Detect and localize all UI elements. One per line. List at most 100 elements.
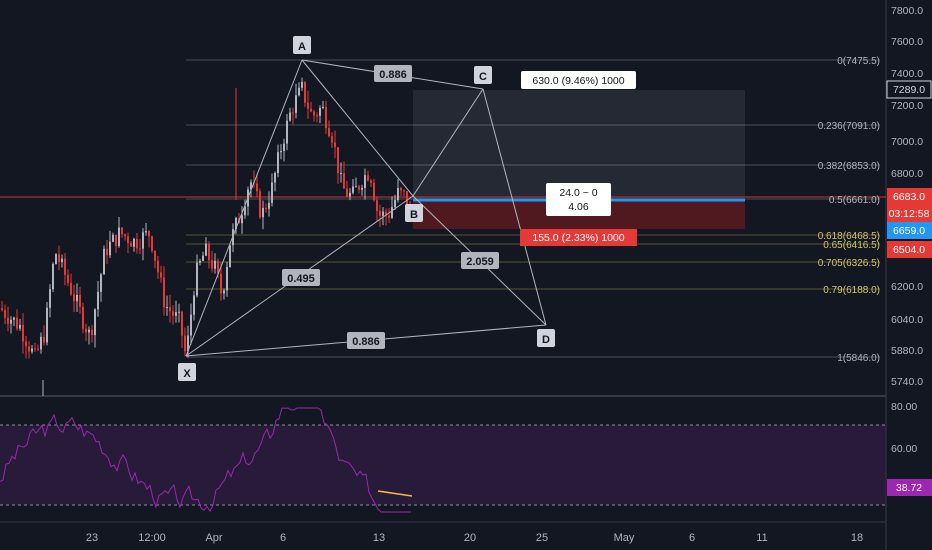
candle-body	[157, 260, 159, 273]
time-tick-label: 18	[851, 532, 863, 544]
price-tick-label: 7600.0	[891, 36, 923, 48]
candle-body	[133, 238, 135, 247]
time-tick-label: Apr	[205, 532, 222, 544]
candle-body	[265, 207, 267, 209]
fib-level-label: 0.5(6661.0)	[829, 195, 880, 206]
candle-body	[397, 187, 399, 201]
candle-body	[226, 266, 228, 291]
rsi-band	[0, 425, 886, 505]
candle-body	[58, 254, 60, 263]
svg-text:0.886: 0.886	[352, 336, 380, 348]
candle-body	[103, 248, 105, 275]
candle-body	[304, 81, 306, 103]
rsi-axis[interactable]: 80.00 60.00	[891, 401, 917, 455]
point-label-x[interactable]: X	[178, 363, 196, 381]
candle-body	[28, 346, 30, 352]
candle-body	[235, 217, 237, 230]
leg-ab	[301, 59, 414, 197]
badge-countdown: 03:12:58	[887, 205, 932, 222]
candle-body	[118, 227, 120, 246]
candle-body	[73, 294, 75, 302]
candle-body	[355, 186, 357, 188]
candle-body	[100, 274, 102, 292]
svg-text:X: X	[183, 368, 191, 380]
rsi-tick-label: 60.00	[891, 443, 917, 455]
time-tick-label: 12:00	[138, 532, 166, 544]
candle-body	[331, 136, 333, 143]
point-label-c[interactable]: C	[474, 66, 492, 84]
candle-body	[34, 348, 36, 350]
ratio-label-ac: 0.886	[374, 65, 412, 82]
point-label-a[interactable]: A	[293, 36, 311, 54]
candle-body	[394, 200, 396, 208]
fib-level-label: 0.79(6188.0)	[823, 285, 880, 296]
candle-body	[385, 211, 387, 216]
candle-body	[349, 192, 351, 197]
candle-body	[97, 291, 99, 310]
candle-body	[286, 120, 288, 144]
candle-body	[145, 231, 147, 233]
candle-body	[49, 289, 51, 308]
time-tick-label: 6	[280, 532, 286, 544]
candle-body	[250, 182, 252, 190]
candle-body	[169, 307, 171, 312]
candle-body	[208, 243, 210, 261]
candle-body	[403, 190, 405, 192]
point-label-b[interactable]: B	[405, 204, 423, 222]
candle-body	[43, 336, 45, 343]
candle-body	[193, 295, 195, 315]
svg-text:C: C	[479, 71, 487, 83]
position-target-zone[interactable]	[413, 90, 745, 200]
candle-body	[211, 260, 213, 269]
svg-text:D: D	[542, 334, 550, 346]
time-axis[interactable]: 23 12:00 Apr 6 13 20 25 May 6 11 18	[86, 532, 863, 544]
candle-body	[52, 263, 54, 290]
candle-body	[214, 260, 216, 269]
candle-body	[292, 112, 294, 114]
badge-rsi-value: 38.72	[887, 479, 932, 496]
candle-body	[7, 317, 9, 324]
candle-body	[241, 215, 243, 224]
candle-body	[376, 200, 378, 212]
candle-body	[406, 191, 408, 205]
candle-body	[361, 187, 363, 190]
svg-text:A: A	[298, 41, 306, 53]
time-tick-label: 13	[373, 532, 385, 544]
candle-body	[10, 319, 12, 324]
time-tick-label: 6	[689, 532, 695, 544]
candle-body	[106, 248, 108, 256]
ratio-label-xb: 0.495	[282, 269, 320, 286]
candle-body	[88, 329, 90, 333]
candle-body	[388, 215, 390, 218]
price-tick-label: 7200.0	[891, 100, 923, 112]
candle-body	[337, 147, 339, 174]
candle-body	[259, 191, 261, 218]
svg-text:0.886: 0.886	[379, 69, 407, 81]
rsi-divergence-line[interactable]	[377, 490, 413, 497]
candle-body	[85, 328, 87, 333]
candle-body	[301, 81, 303, 88]
candle-body	[370, 180, 372, 183]
candle-body	[274, 173, 276, 183]
candle-body	[382, 211, 384, 216]
candle-body	[400, 187, 402, 191]
point-label-d[interactable]: D	[537, 329, 555, 347]
candle-body	[151, 236, 153, 251]
candle-body	[127, 236, 129, 244]
time-tick-label: 23	[86, 532, 98, 544]
fib-level-label: 0.65(6416.5)	[823, 240, 880, 251]
candle-body	[121, 227, 123, 235]
leg-bc	[412, 88, 484, 197]
price-tick-label: 6040.0	[891, 314, 923, 326]
position-stop-text: 155.0 (2.33%) 1000	[532, 232, 624, 244]
candle-body	[391, 207, 393, 218]
rsi-tick-label: 80.00	[891, 401, 917, 413]
candle-body	[55, 254, 57, 264]
candle-body	[373, 182, 375, 201]
candlestick-series	[1, 77, 411, 396]
badge-entry-price: 6659.0	[887, 222, 932, 239]
fib-level-label: 0.618(6468.5)	[818, 231, 880, 242]
candle-body	[358, 186, 360, 190]
